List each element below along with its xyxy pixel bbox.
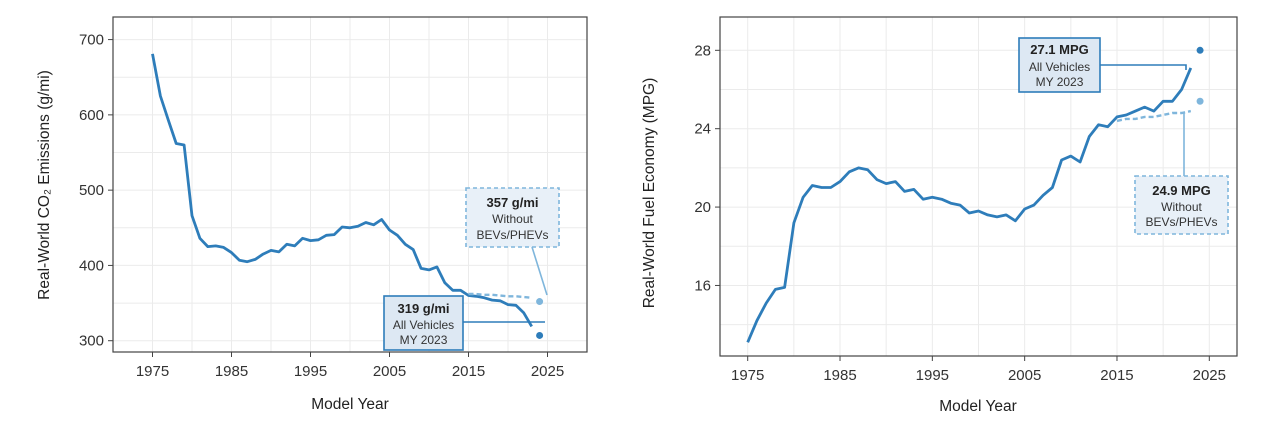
co2-endpoint-marker — [536, 331, 544, 339]
co2-line-all-vehicles — [151, 53, 533, 328]
mpg-callout-solid-value: 27.1 MPG — [1030, 42, 1089, 57]
co2-callout-solid-value: 319 g/mi — [397, 301, 449, 316]
mpg-endpoint-marker — [1196, 46, 1204, 54]
mpg-plot-frame — [719, 16, 1238, 357]
mpg-callout-solid-leader — [1100, 64, 1187, 70]
mpg-callout-dashed-value: 24.9 MPG — [1152, 183, 1211, 198]
co2-callout-dashed-leader — [531, 246, 548, 296]
mpg-line-without-bev-phev — [1116, 109, 1192, 123]
mpg-series-layer — [746, 46, 1204, 343]
mpg-y-tick-label: 20 — [694, 199, 711, 216]
co2-callout-solid-line2: MY 2023 — [400, 333, 448, 347]
mpg-gridlines — [720, 17, 1237, 356]
mpg-x-tick-label: 2005 — [1008, 367, 1041, 384]
mpg-callout-all-vehicles: 27.1 MPG All Vehicles MY 2023 — [1018, 37, 1187, 93]
co2-y-tick-label: 400 — [79, 257, 104, 274]
co2-line-without-bev-phev — [468, 292, 532, 299]
co2-x-axis-label: Model Year — [311, 396, 389, 413]
co2-callout-solid-box — [383, 295, 464, 351]
mpg-y-axis-label: Real-World Fuel Economy (MPG) — [641, 78, 658, 309]
mpg-callout-solid-line2: MY 2023 — [1036, 75, 1084, 89]
co2-callout-dashed-box — [465, 187, 560, 248]
co2-callout-dashed-line1: Without — [492, 212, 533, 226]
co2-y-tick-label: 700 — [79, 32, 104, 49]
co2-chart: 1975 1985 1995 2005 2015 2025300400500600700 … — [36, 16, 588, 413]
mpg-y-tick-label: 28 — [694, 42, 711, 59]
mpg-chart: 1975 1985 1995 2005 2015 2025 16 20 24 28 Model Y… — [641, 16, 1238, 415]
mpg-y-tick-label: 24 — [694, 121, 711, 138]
mpg-endpoint-marker — [1196, 97, 1204, 105]
co2-y-tick-label: 600 — [79, 107, 104, 124]
mpg-callout-solid-box — [1018, 37, 1101, 93]
mpg-y-tick-label: 16 — [694, 277, 711, 294]
co2-y-tick-label: 500 — [79, 182, 104, 199]
co2-callout-all-vehicles: 319 g/mi All Vehicles MY 2023 — [383, 295, 545, 351]
co2-x-tick-label: 1975 — [136, 363, 169, 380]
co2-series-layer — [151, 53, 544, 339]
mpg-callout-solid-line1: All Vehicles — [1029, 60, 1090, 74]
mpg-callout-dashed-line2: BEVs/PHEVs — [1145, 215, 1217, 229]
co2-x-tick-label: 2025 — [531, 363, 564, 380]
co2-y-axis-label: Real-World CO₂ Emissions (g/mi) — [36, 70, 53, 300]
mpg-x-tick-label: 2015 — [1100, 367, 1133, 384]
co2-x-tick-label: 2005 — [373, 363, 406, 380]
co2-callout-solid-line1: All Vehicles — [393, 318, 454, 332]
mpg-callout-dashed-box — [1134, 175, 1229, 235]
mpg-x-tick-label: 1985 — [823, 367, 856, 384]
co2-ticks: 1975 1985 1995 2005 2015 2025 300 400 500 600 700 — [79, 32, 564, 380]
co2-x-tick-label: 1985 — [215, 363, 248, 380]
co2-plot-frame — [112, 16, 588, 353]
mpg-callout-dashed-line1: Without — [1161, 200, 1202, 214]
co2-callout-without-bev: 357 g/mi Without BEVs/PHEVs — [465, 187, 560, 296]
mpg-x-tick-label: 1975 — [731, 367, 764, 384]
co2-callout-dashed-line2: BEVs/PHEVs — [476, 228, 548, 242]
mpg-x-tick-label: 2025 — [1193, 367, 1226, 384]
mpg-x-axis-label: Model Year — [939, 398, 1017, 415]
co2-y-tick-label: 300 — [79, 333, 104, 350]
mpg-line-all-vehicles — [746, 67, 1193, 343]
co2-gridlines — [112, 17, 588, 352]
co2-x-tick-label: 1995 — [294, 363, 327, 380]
co2-callout-dashed-value: 357 g/mi — [486, 195, 538, 210]
mpg-ticks: 1975 1985 1995 2005 2015 2025 16 20 24 28 — [694, 42, 1226, 384]
co2-x-tick-label: 2015 — [452, 363, 485, 380]
co2-endpoint-marker — [536, 298, 544, 306]
mpg-callout-without-bev: 24.9 MPG Without BEVs/PHEVs — [1134, 112, 1229, 235]
mpg-x-tick-label: 1995 — [916, 367, 949, 384]
